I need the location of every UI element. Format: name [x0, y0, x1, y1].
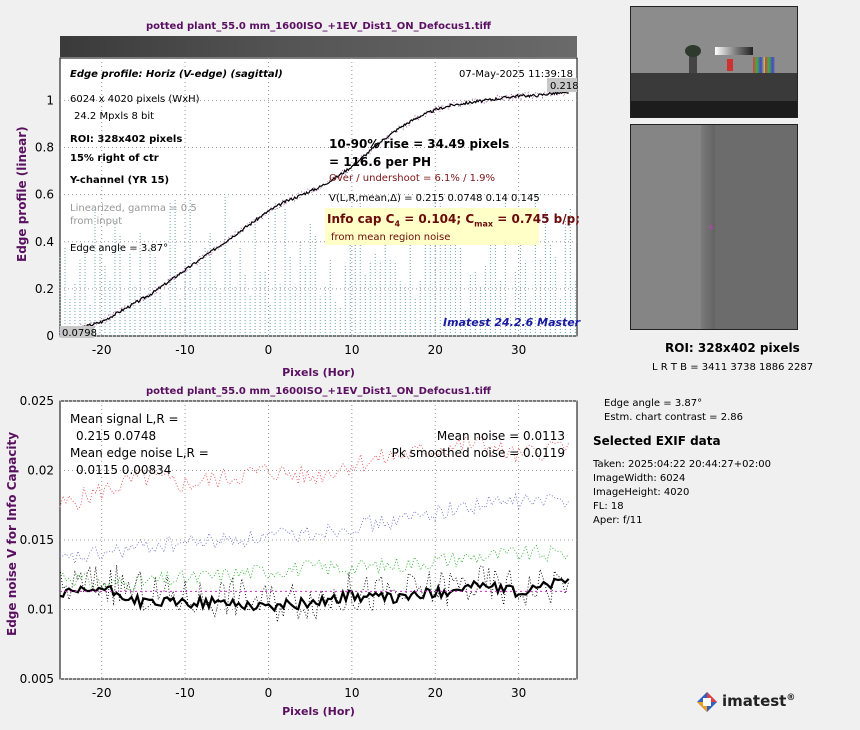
c1-ytick-5: 1	[46, 93, 54, 107]
overshoot-line: Over / undershoot = 6.1% / 1.9%	[329, 173, 496, 184]
exif-taken: Taken: 2025:04:22 20:44:27+02:00	[593, 459, 771, 470]
info-cap-box	[325, 208, 539, 245]
roi-lrtb: L R T B = 3411 3738 1886 2287	[652, 362, 814, 373]
pct-right-line: 15% right of ctr	[70, 153, 159, 164]
edge-profile-plot-area	[59, 57, 578, 337]
noise-x-axis-label: Pixels (Hor)	[282, 705, 355, 718]
c2-xtick-2: 0	[265, 686, 273, 700]
edge-profile-date: 07-May-2025 11:39:18	[459, 69, 573, 80]
per-ph-line: = 116.6 per PH	[329, 155, 432, 169]
c1-ytick-0: 0	[46, 329, 54, 343]
edge-profile-noise-traces	[59, 195, 576, 336]
c1-xtick-5: 30	[511, 343, 526, 357]
plant-leaves-icon	[685, 45, 701, 57]
c1-xtick-2: 0	[265, 343, 273, 357]
exif-aperture: Aper: f/11	[593, 515, 643, 526]
vlr-line: V(L,R,mean,Δ) = 0.215 0.0748 0.14 0.145	[329, 193, 540, 204]
info-cap-line: Info cap C4 = 0.104; Cmax = 0.745 b/p;	[327, 212, 580, 229]
noise-series	[59, 434, 570, 623]
c2-xtick-5: 30	[511, 686, 526, 700]
gray-chart-icon	[715, 47, 753, 55]
c1-ytick-1: 0.2	[35, 282, 54, 296]
edge-profile-header: Edge profile: Horiz (V-edge) (sagittal)	[70, 69, 283, 80]
roi-line: ROI: 328x402 pixels	[70, 134, 183, 145]
imatest-logo-text: imatest®	[722, 692, 796, 710]
c2-ytick-0: 0.005	[20, 672, 54, 686]
edge-profile-x-axis-label: Pixels (Hor)	[282, 366, 355, 379]
bottom-value-label: 0.0798	[62, 328, 97, 339]
c1-ytick-2: 0.4	[35, 235, 54, 249]
noise-line-2	[59, 544, 570, 591]
c2-xtick-3: 10	[344, 686, 359, 700]
exif-title: Selected EXIF data	[593, 434, 721, 448]
scene-thumbnail	[630, 6, 798, 118]
rise-line: 10-90% rise = 34.49 pixels	[329, 137, 510, 151]
edge-profile-line-0	[60, 90, 569, 333]
imatest-watermark: Imatest 24.2.6 Master	[443, 316, 581, 329]
mean-edge-noise-values: 0.0115 0.00834	[76, 463, 172, 477]
top-value-label: 0.218	[550, 81, 579, 92]
mean-edge-noise-label: Mean edge noise L,R =	[70, 446, 209, 460]
c1-xtick-0: -20	[92, 343, 112, 357]
red-card-icon	[727, 59, 733, 71]
noise-line-1	[59, 492, 570, 566]
noise-line-0	[59, 434, 570, 511]
mean-noise-line: Mean noise = 0.0113	[436, 429, 565, 443]
noise-line-3	[59, 564, 570, 623]
mean-signal-label: Mean signal L,R =	[70, 412, 179, 426]
edge-noise-chart: -20 -10 0 10 20 30 0.005 0.01 0.015 0.02 0.025	[20, 394, 578, 700]
side-edge-angle: Edge angle = 3.87°	[604, 398, 703, 409]
edge-profile-noise-path	[59, 195, 576, 336]
linearized-line: Linearized, gamma = 0.5	[70, 203, 197, 214]
pk-smoothed-line: Pk smoothed noise = 0.0119	[391, 446, 565, 460]
c2-ytick-1: 0.01	[27, 603, 54, 617]
c2-ytick-3: 0.02	[27, 464, 54, 478]
mean-signal-values: 0.215 0.0748	[76, 429, 157, 443]
top-value-box	[547, 78, 577, 92]
imatest-logo-icon	[697, 692, 717, 712]
c1-xtick-3: 10	[344, 343, 359, 357]
noise-tick-labels: -20 -10 0 10 20 30 0.005 0.01 0.015 0.02 0.025	[20, 394, 527, 700]
c1-ytick-4: 0.8	[35, 141, 54, 155]
c1-ytick-3: 0.6	[35, 188, 54, 202]
c2-xtick-1: -10	[175, 686, 195, 700]
bottom-value-box	[60, 326, 94, 338]
chart-contrast: Estm. chart contrast = 2.86	[604, 412, 743, 423]
c2-xtick-0: -20	[92, 686, 112, 700]
info-cap-source: from mean region noise	[331, 232, 451, 243]
color-checker-icon	[753, 57, 775, 73]
edge-profile-chart-title: potted plant_55.0 mm_1600ISO_+1EV_Dist1_…	[145, 21, 492, 32]
noise-plot-area	[59, 400, 578, 680]
plant-pot-icon	[689, 51, 697, 73]
mpxls-line: 24.2 Mpxls 8 bit	[74, 111, 155, 122]
c2-ytick-4: 0.025	[20, 394, 54, 408]
edge-profile-series	[59, 89, 569, 334]
edge-profile-tick-labels: -20 -10 0 10 20 30 0 0.2 0.4 0.6 0.8 1	[35, 93, 526, 357]
c1-xtick-4: 20	[428, 343, 443, 357]
noise-line-4	[59, 577, 570, 613]
c1-xtick-1: -10	[175, 343, 195, 357]
exif-height: ImageHeight: 4020	[593, 487, 690, 498]
c2-xtick-4: 20	[428, 686, 443, 700]
from-input-line: from input	[70, 216, 123, 227]
edge-angle-line: Edge angle = 3.87°	[70, 243, 169, 254]
exif-fl: FL: 18	[593, 501, 624, 512]
channel-line: Y-channel (YR 15)	[70, 175, 170, 186]
edge-image-gradient	[60, 36, 577, 57]
roi-center-mark-icon: +	[707, 223, 715, 233]
c2-ytick-2: 0.015	[20, 533, 54, 547]
noise-chart-title: potted plant_55.0 mm_1600ISO_+1EV_Dist1_…	[145, 386, 492, 397]
exif-width: ImageWidth: 6024	[593, 473, 686, 484]
roi-size-title: ROI: 328x402 pixels	[665, 341, 800, 355]
pixels-line: 6024 x 4020 pixels (WxH)	[70, 94, 200, 105]
edge-profile-chart: -20 -10 0 10 20 30 0 0.2 0.4 0.6 0.8 1 0.218 0.0798	[35, 36, 579, 357]
roi-crop-image: +	[630, 124, 798, 330]
